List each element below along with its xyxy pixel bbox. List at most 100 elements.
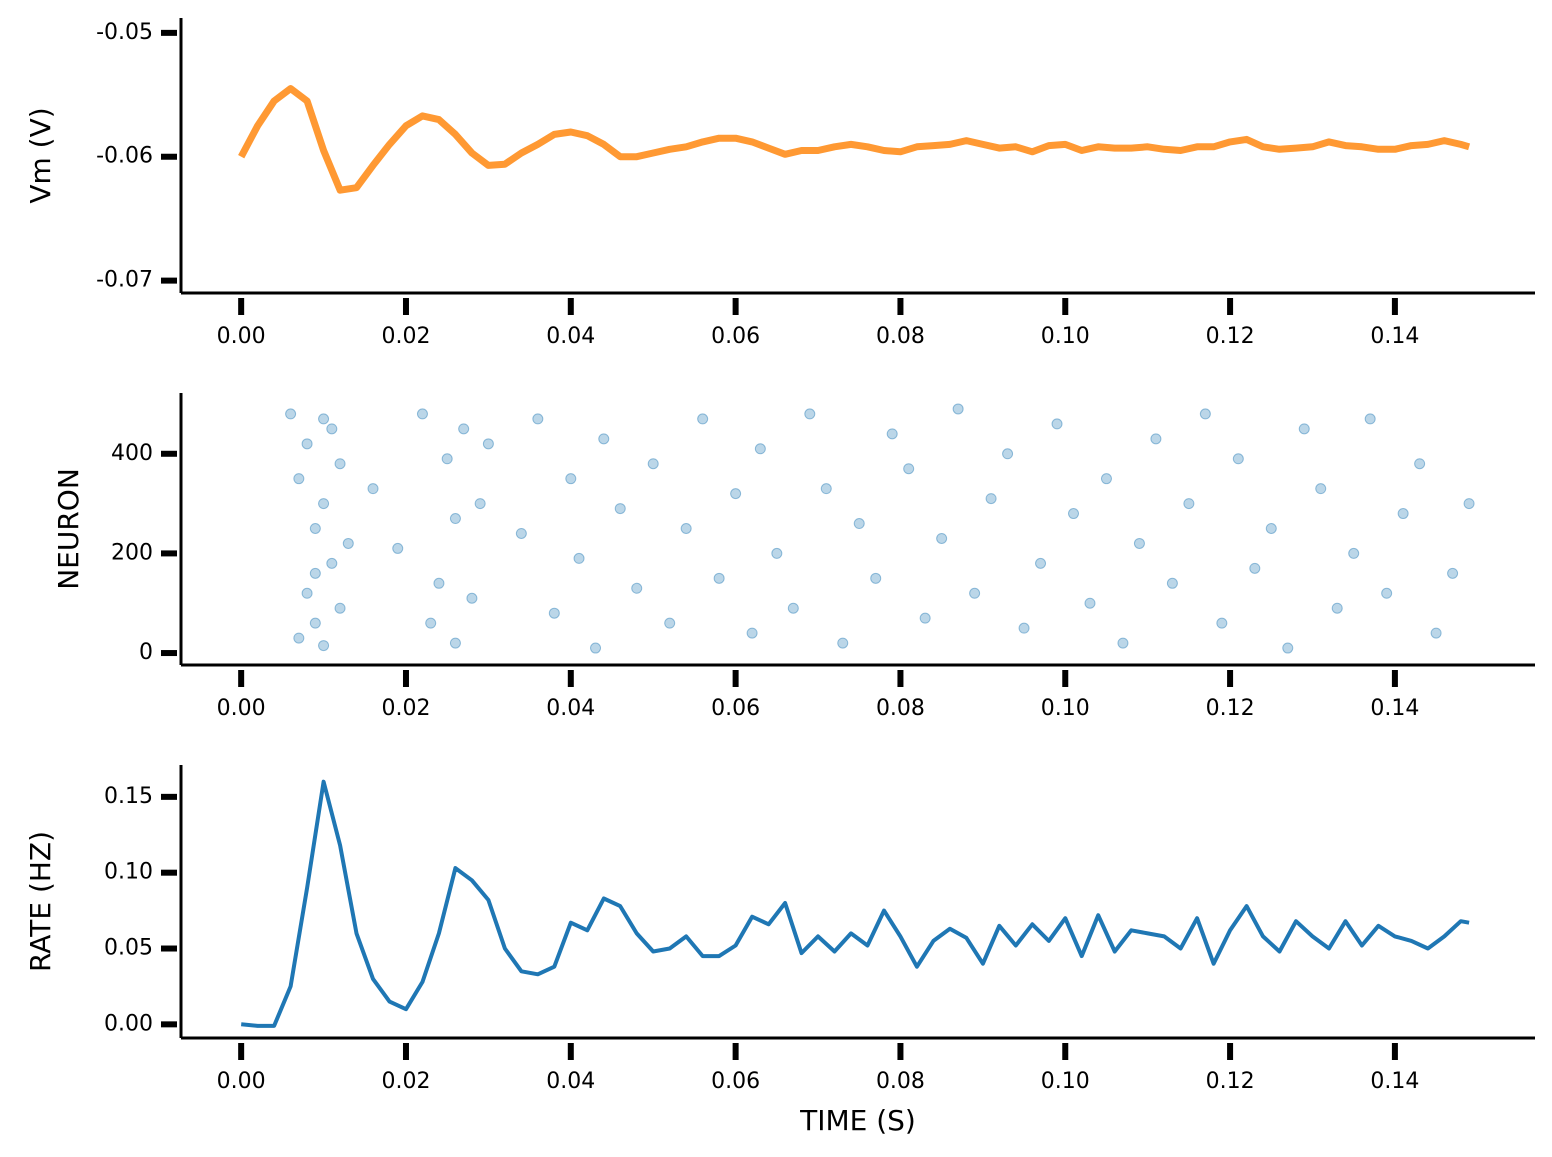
- spike-point: [458, 423, 470, 435]
- x-tick-label: 0.14: [1370, 324, 1419, 349]
- spike-point: [1315, 483, 1327, 495]
- spike-point: [919, 612, 931, 624]
- x-tick-label: 0.04: [546, 324, 595, 349]
- spike-point: [482, 438, 494, 450]
- spike-point: [309, 523, 321, 535]
- spike-point: [598, 433, 610, 445]
- y-tick-label: 0.15: [104, 784, 153, 809]
- spike-point: [1249, 562, 1261, 574]
- x-tick-label: 0.10: [1041, 1069, 1090, 1094]
- x-tick-label: 0.04: [546, 696, 595, 721]
- x-tick-label: 0.06: [711, 1069, 760, 1094]
- spike-point: [1430, 627, 1442, 639]
- spike-point: [433, 577, 445, 589]
- spike-point: [309, 617, 321, 629]
- spike-point: [449, 513, 461, 525]
- y-tick-label: 0.10: [104, 860, 153, 885]
- spike-point: [985, 493, 997, 505]
- y-tick-label: 0.05: [104, 936, 153, 961]
- spike-point: [1348, 547, 1360, 559]
- spike-point: [680, 523, 692, 535]
- spike-point: [631, 582, 643, 594]
- spike-point: [713, 572, 725, 584]
- spike-point: [1216, 617, 1228, 629]
- x-tick-label: 0.06: [711, 696, 760, 721]
- y-tick-label: 400: [111, 441, 153, 466]
- spike-point: [318, 413, 330, 425]
- spike-point: [1364, 413, 1376, 425]
- spike-point: [1051, 418, 1063, 430]
- spike-point: [342, 537, 354, 549]
- spike-point: [771, 547, 783, 559]
- y-tick-label: 200: [111, 540, 153, 565]
- spike-point: [1166, 577, 1178, 589]
- y-tick-label: -0.06: [96, 144, 153, 169]
- x-tick-label: 0.14: [1370, 696, 1419, 721]
- spike-point: [515, 527, 527, 539]
- x-tick-label: 0.02: [381, 324, 430, 349]
- spike-point: [969, 587, 981, 599]
- spike-point: [293, 473, 305, 485]
- x-tick-label: 0.00: [217, 1069, 266, 1094]
- x-tick-label: 0.12: [1206, 324, 1255, 349]
- spike-point: [664, 617, 676, 629]
- x-tick-label: 0.10: [1041, 324, 1090, 349]
- spike-point: [416, 408, 428, 420]
- spike-point: [1183, 498, 1195, 510]
- spike-point: [367, 483, 379, 495]
- spike-point: [309, 567, 321, 579]
- spike-point: [1463, 498, 1475, 510]
- spike-point: [1397, 508, 1409, 520]
- spike-point: [466, 592, 478, 604]
- spike-point: [1232, 453, 1244, 465]
- x-tick-label: 0.12: [1206, 1069, 1255, 1094]
- spike-point: [746, 627, 758, 639]
- x-axis-label: TIME (S): [799, 1104, 916, 1137]
- spike-point: [952, 403, 964, 415]
- x-tick-label: 0.08: [876, 1069, 925, 1094]
- spike-point: [886, 428, 898, 440]
- spike-point: [853, 518, 865, 530]
- x-tick-label: 0.12: [1206, 696, 1255, 721]
- spike-point: [1414, 458, 1426, 470]
- y-tick-label: 0.00: [104, 1011, 153, 1036]
- line-halo: [236, 83, 1471, 196]
- spike-point: [1265, 523, 1277, 535]
- spike-point: [565, 473, 577, 485]
- y-tick-label: 0: [139, 640, 153, 665]
- spike-point: [936, 532, 948, 544]
- spike-point: [1133, 537, 1145, 549]
- spike-point: [326, 423, 338, 435]
- spike-point: [326, 557, 338, 569]
- spike-point: [614, 503, 626, 515]
- spike-point: [441, 453, 453, 465]
- x-tick-label: 0.00: [217, 696, 266, 721]
- spike-point: [647, 458, 659, 470]
- spike-point: [1298, 423, 1310, 435]
- spike-point: [474, 498, 486, 510]
- spike-point: [449, 637, 461, 649]
- spike-point: [1018, 622, 1030, 634]
- y-tick-label: -0.05: [96, 20, 153, 45]
- x-tick-label: 0.14: [1370, 1069, 1419, 1094]
- x-tick-label: 0.06: [711, 324, 760, 349]
- spike-point: [1282, 642, 1294, 654]
- spike-point: [573, 552, 585, 564]
- spike-point: [590, 642, 602, 654]
- spike-point: [1199, 408, 1211, 420]
- y-axis-label: RATE (HZ): [24, 831, 57, 972]
- x-tick-label: 0.10: [1041, 696, 1090, 721]
- y-axis-label: Vm (V): [24, 107, 57, 203]
- spike-point: [301, 438, 313, 450]
- spike-point: [293, 632, 305, 644]
- spike-point: [1035, 557, 1047, 569]
- spike-point: [285, 408, 297, 420]
- y-axis-label: NEURON: [52, 468, 85, 590]
- spike-point: [392, 542, 404, 554]
- spike-point: [730, 488, 742, 500]
- spike-point: [334, 458, 346, 470]
- spike-point: [425, 617, 437, 629]
- spike-point: [697, 413, 709, 425]
